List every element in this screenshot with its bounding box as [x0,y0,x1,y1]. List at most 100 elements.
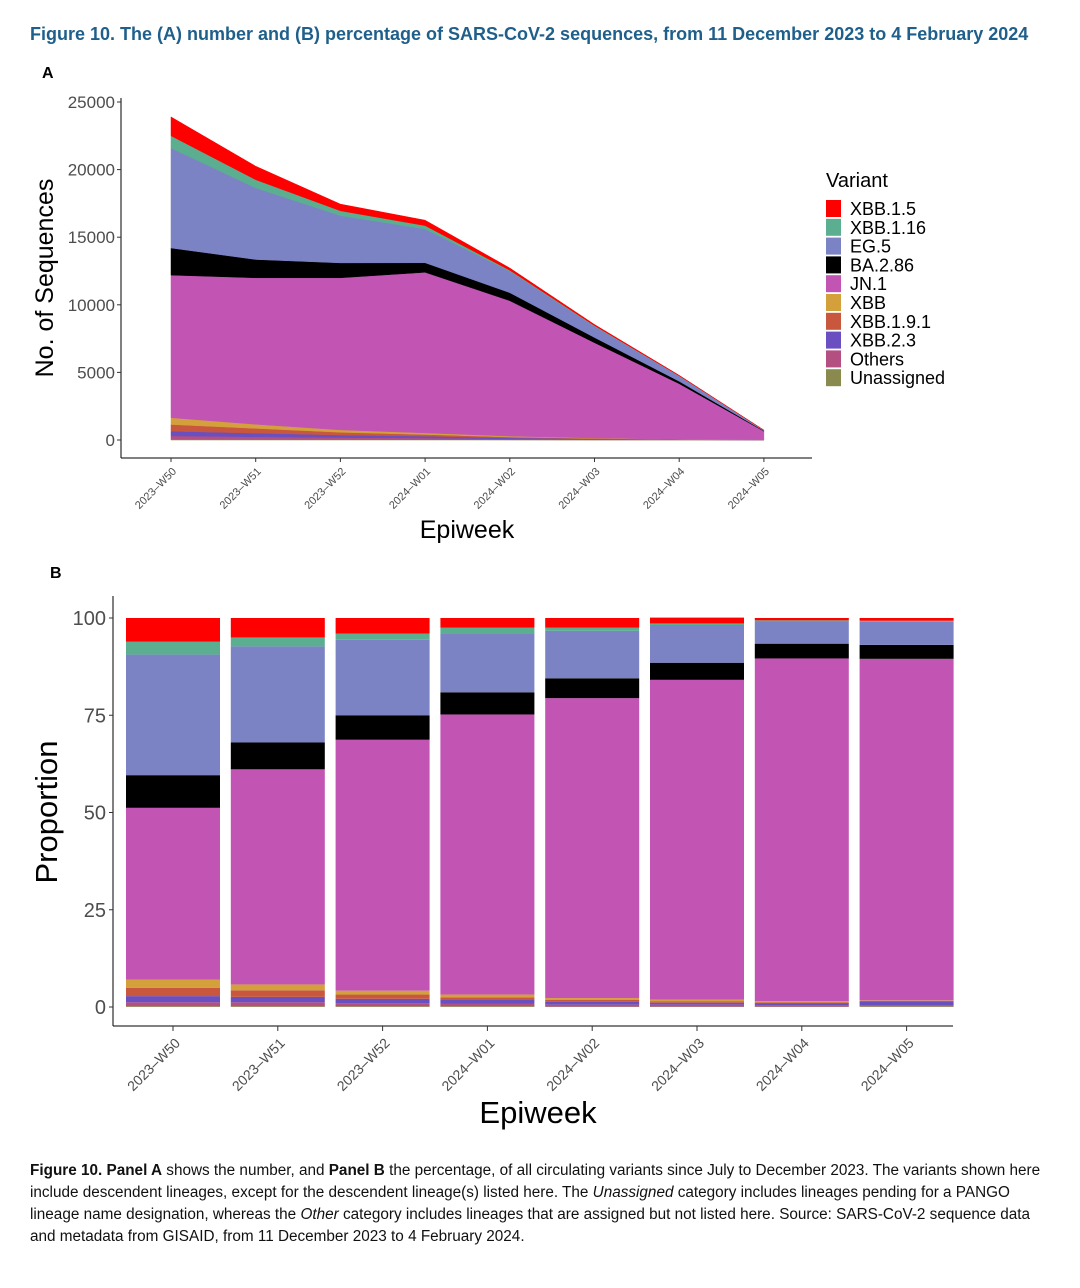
legend-label-xbb-2-3: XBB.2.3 [850,331,916,351]
bar-segment-xbb-2-3 [545,1001,640,1005]
bar-segment-eg-5 [126,654,220,776]
area-jn-1 [170,272,765,440]
bar-segment-others [545,1004,640,1007]
bar-segment-xbb-1-16 [126,641,220,655]
legend-label-xbb-1-5: XBB.1.5 [850,199,916,219]
panel-a-y-tick-label: 15000 [68,228,115,247]
bar-segment-eg-5 [859,621,954,645]
bar-segment-jn-1 [440,714,535,995]
figure-title: Figure 10. The (A) number and (B) percen… [30,24,1029,44]
bar-segment-xbb-1-9-1 [440,997,535,1000]
bar-segment-jn-1 [230,769,325,985]
legend-swatch-ba-2-86 [826,256,841,274]
panel-b-x-tick-label: 2024–W04 [753,1035,812,1094]
bar-segment-xbb-2-3 [230,996,325,1003]
legend-swatch-jn-1 [826,275,841,293]
bar-segment-xbb-1-9-1 [126,987,220,997]
bar-segment-ba-2-86 [754,643,849,659]
panel-b-y-tick-label: 50 [84,803,106,825]
bar-segment-xbb [230,984,325,991]
bar-segment-unassigned [859,1006,954,1007]
bar-segment-ba-2-86 [859,644,954,659]
legend-label-jn-1: JN.1 [850,274,887,294]
bar-segment-others [859,1005,954,1007]
bar-segment-eg-5 [440,633,535,693]
panel-b-y-tick-label: 25 [84,900,106,922]
panel-a-y-tick-label: 20000 [68,161,115,180]
panel-b-x-tick-label: 2023–W52 [334,1035,393,1094]
bar-segment-ba-2-86 [126,775,220,808]
bar-segment-eg-5 [230,646,325,743]
panel-a-x-tick-label: 2024–W01 [387,466,433,512]
caption-text-1: shows the number, and [162,1162,329,1179]
legend-label-xbb-1-16: XBB.1.16 [850,218,926,238]
caption-unassigned: Unassigned [592,1184,674,1201]
bar-segment-xbb [126,979,220,988]
panel-b-x-axis-title: Epiweek [479,1095,597,1130]
panel-a-y-tick-label: 25000 [68,93,115,112]
caption-text-3: category includes lineages pending for a… [30,1184,1010,1223]
panel-a-x-tick-label: 2024–W04 [641,466,687,512]
bar-segment-xbb-1-16 [230,637,325,647]
panel-a-x-tick-label: 2024–W05 [726,466,772,512]
bar-segment-xbb [440,994,535,998]
bar-segment-jn-1 [650,679,744,1000]
panel-b-y-tick-label: 75 [84,705,106,727]
bar-segment-others [126,1002,220,1007]
bar-segment-xbb [650,999,744,1002]
bar-segment-xbb-1-16 [545,627,640,631]
panel-b-x-tick-label: 2024–W05 [858,1035,917,1094]
bar-segment-ba-2-86 [440,692,535,715]
panel-b-y-tick-label: 0 [95,997,106,1019]
bar-segment-xbb-2-3 [126,996,220,1003]
bar-segment-xbb-1-16 [335,633,430,640]
legend-swatch-unassigned [826,369,841,387]
legend-label-xbb-1-9-1: XBB.1.9.1 [850,312,931,332]
bar-segment-jn-1 [545,698,640,999]
bar-segment-ba-2-86 [650,662,744,680]
bar-segment-xbb-1-16 [440,627,535,634]
panel-b-chart: 0 25 50 75 100 2023–W50 2023–W51 2023–W52 2024–W… [29,596,954,1130]
legend-title: Variant [826,170,888,192]
panel-b-x-tick-label: 2024–W02 [543,1035,602,1094]
bar-segment-xbb-1-5 [440,618,535,628]
legend-swatch-xbb-1-9-1 [826,312,841,330]
panel-b-label: B [50,565,62,582]
caption-text-2: the percentage, of all circulating varia… [30,1162,1041,1201]
panel-b-x-tick-label: 2023–W51 [229,1035,288,1094]
bar-segment-ba-2-86 [335,715,430,740]
legend-label-unassigned: Unassigned [850,368,945,388]
bar-segment-xbb-1-16 [650,623,744,626]
bar-segment-xbb-1-9-1 [545,1000,640,1002]
bar-segment-eg-5 [650,625,744,663]
bar-segment-unassigned [126,1006,220,1007]
caption-text-4: category includes lineages that are assi… [30,1206,1031,1245]
bar-segment-xbb-1-9-1 [650,1001,744,1003]
legend-label-others: Others [850,349,904,369]
panel-a-x-tick-label: 2024–W02 [472,466,518,512]
bar-segment-others [754,1005,849,1007]
bar-segment-xbb-1-9-1 [230,990,325,997]
caption-panel-a: Figure 10. Panel A [30,1162,163,1179]
panel-a-chart: 0 5000 10000 15000 20000 25000 2023–W50 2023–W5… [31,93,812,544]
panel-a-x-tick-label: 2023–W52 [302,466,348,512]
legend-swatch-xbb-1-16 [826,218,841,236]
bar-segment-ba-2-86 [545,678,640,699]
legend-label-eg-5: EG.5 [850,237,891,257]
bar-segment-xbb-1-5 [335,618,430,634]
bar-segment-eg-5 [754,621,849,644]
caption-other: Other [300,1206,339,1223]
bar-segment-eg-5 [335,639,430,716]
bar-segment-xbb-2-3 [650,1002,744,1005]
legend-swatch-xbb-2-3 [826,331,841,349]
panel-a-y-tick-label: 10000 [68,296,115,315]
bar-segment-xbb-2-3 [335,998,430,1004]
bar-segment-xbb-1-16 [859,620,954,622]
legend-label-ba-2-86: BA.2.86 [850,255,914,275]
bar-segment-xbb-1-9-1 [335,994,430,999]
bar-segment-xbb-2-3 [859,1001,954,1006]
bar-segment-xbb-1-5 [126,618,220,642]
bar-segment-jn-1 [335,739,430,991]
panel-a-y-tick-label: 0 [106,431,115,450]
